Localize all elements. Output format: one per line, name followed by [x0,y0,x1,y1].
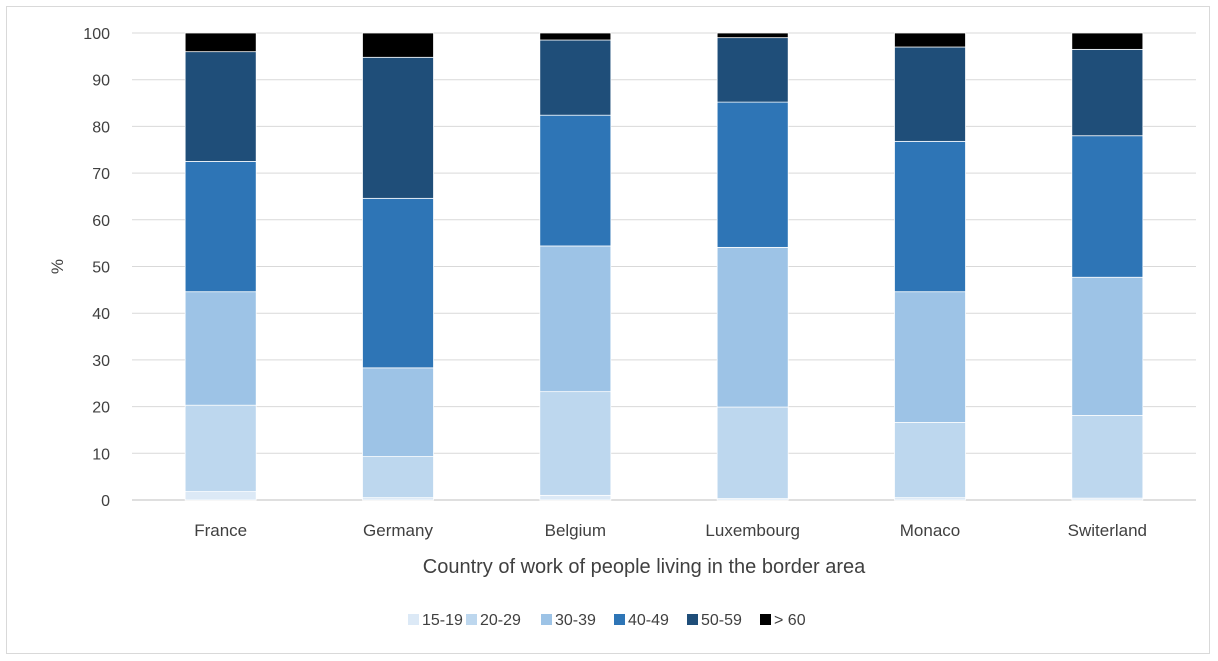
bar-segment [184,32,257,53]
gridlines [132,32,1196,501]
y-tick-labels: 0 10 20 30 40 50 60 70 80 90 100 [83,26,110,510]
legend-swatch [614,614,625,625]
bar-segment [539,494,612,501]
bar-segment [539,114,612,247]
bar-segment [894,291,966,423]
y-tick-label: 60 [92,213,110,230]
y-tick-label: 40 [92,306,110,323]
bar-segment [539,32,612,41]
x-tick-labels: France Germany Belgium Luxembourg Monaco Swit… [194,521,1147,540]
legend-swatch [466,614,477,625]
legend-swatch [408,614,419,625]
bar-segment [894,32,966,48]
bar-segment [716,101,789,248]
y-tick-label: 20 [92,400,110,417]
y-axis-label: % [48,259,67,274]
bar-segment [362,197,434,369]
bar-segment [184,291,257,406]
y-tick-label: 70 [92,166,110,183]
bar-segment [362,32,434,58]
y-tick-label: 50 [92,260,110,277]
chart-frame: 0 10 20 30 40 50 60 70 80 90 100 France Germany Belg… [6,6,1210,654]
x-tick-label: Germany [363,521,433,540]
bar-segment [716,406,789,499]
bar-segment [1071,415,1144,499]
bar-segment [1071,48,1144,137]
legend-label: 40-49 [628,612,669,629]
bar-segment [1071,32,1144,50]
bar-segment [716,246,789,408]
bars [184,32,1144,501]
y-tick-label: 30 [92,353,110,370]
bar-segment [894,422,966,499]
bar-segment [362,367,434,457]
bar-segment [1071,276,1144,416]
bar-segment [184,51,257,162]
stacked-bar-chart: 0 10 20 30 40 50 60 70 80 90 100 France Germany Belg… [48,26,1196,629]
x-tick-label: Monaco [900,521,960,540]
x-axis-label: Country of work of people living in the … [423,556,866,578]
bar-segment [716,32,789,39]
bar-segment [894,46,966,142]
legend-label: 30-39 [555,612,596,629]
bar-segment [362,56,434,199]
legend-swatch [541,614,552,625]
x-tick-label: Belgium [545,521,606,540]
legend: 15-19 20-29 30-39 40-49 50-59 > 60 [408,612,806,629]
bar-segment [716,37,789,103]
bar-segment [184,161,257,293]
bar-segment [1071,135,1144,278]
legend-swatch [687,614,698,625]
y-tick-label: 0 [101,493,110,510]
bar-segment [184,491,257,501]
y-tick-label: 10 [92,446,110,463]
y-tick-label: 80 [92,119,110,136]
legend-label: > 60 [774,612,806,629]
y-tick-label: 100 [83,26,110,43]
legend-label: 15-19 [422,612,463,629]
x-tick-label: Switerland [1068,521,1147,540]
x-tick-label: Luxembourg [705,521,800,540]
bar-segment [539,245,612,393]
bar-segment [539,391,612,496]
legend-label: 50-59 [701,612,742,629]
bar-segment [894,140,966,293]
bar-segment [184,404,257,492]
legend-label: 20-29 [480,612,521,629]
x-tick-label: France [194,521,247,540]
legend-swatch [760,614,771,625]
bar-segment [539,39,612,116]
y-tick-label: 90 [92,73,110,90]
bar-segment [362,456,434,499]
